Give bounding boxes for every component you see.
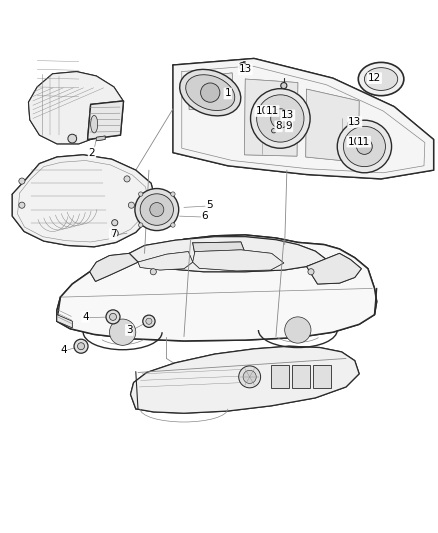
Circle shape [112,220,118,226]
Circle shape [308,269,314,275]
Polygon shape [307,253,361,284]
FancyBboxPatch shape [313,365,331,388]
FancyBboxPatch shape [292,365,310,388]
Circle shape [239,62,246,69]
Ellipse shape [271,109,290,128]
Ellipse shape [140,194,173,225]
Polygon shape [244,79,298,156]
Circle shape [146,318,152,324]
Circle shape [348,121,353,126]
Text: 1: 1 [224,88,231,99]
Circle shape [68,134,77,143]
Text: 13: 13 [239,64,252,75]
Circle shape [272,128,276,133]
Circle shape [243,370,256,383]
Text: 9: 9 [286,122,293,131]
Polygon shape [188,73,234,110]
Text: 13: 13 [348,117,361,127]
Circle shape [143,315,155,327]
Text: 11: 11 [357,136,370,147]
Circle shape [78,343,85,350]
Ellipse shape [150,203,164,216]
Ellipse shape [135,189,179,231]
Circle shape [171,192,175,196]
Ellipse shape [180,69,241,116]
Ellipse shape [91,115,98,133]
Circle shape [110,313,117,320]
Ellipse shape [186,75,235,110]
Circle shape [285,317,311,343]
Ellipse shape [357,139,372,155]
Text: 10: 10 [347,136,360,147]
Polygon shape [88,101,124,140]
Polygon shape [96,136,105,141]
Circle shape [239,366,261,388]
Text: 3: 3 [126,325,133,335]
Text: 10: 10 [255,106,268,116]
Polygon shape [138,252,193,270]
Circle shape [124,176,130,182]
Ellipse shape [358,62,404,96]
Circle shape [150,269,156,275]
Circle shape [138,223,143,227]
Polygon shape [131,346,359,413]
Text: 11: 11 [265,106,279,116]
Circle shape [138,192,143,196]
Polygon shape [173,59,434,179]
Polygon shape [28,71,123,144]
Polygon shape [306,89,359,162]
Text: 2: 2 [88,148,95,158]
Text: 12: 12 [368,73,381,83]
Text: 5: 5 [206,200,213,210]
Circle shape [74,339,88,353]
Circle shape [19,178,25,184]
Circle shape [281,83,287,88]
Ellipse shape [257,95,304,142]
Ellipse shape [251,88,310,148]
Circle shape [128,202,134,208]
Polygon shape [57,314,72,328]
Polygon shape [90,253,138,281]
Polygon shape [193,250,284,271]
Circle shape [106,310,120,324]
Text: 8: 8 [275,122,282,131]
Circle shape [111,230,118,237]
Text: 6: 6 [201,211,208,221]
Circle shape [19,202,25,208]
Polygon shape [12,155,155,247]
Polygon shape [57,235,377,341]
Ellipse shape [364,68,398,91]
Circle shape [110,319,136,345]
Polygon shape [193,242,245,254]
Text: 13: 13 [281,110,294,120]
Text: 4: 4 [82,312,89,322]
Ellipse shape [343,126,385,167]
Text: 4: 4 [60,345,67,355]
Polygon shape [129,237,326,272]
Circle shape [171,223,175,227]
Ellipse shape [201,83,220,102]
Ellipse shape [337,120,392,173]
FancyBboxPatch shape [271,365,289,388]
Text: 7: 7 [110,229,117,239]
